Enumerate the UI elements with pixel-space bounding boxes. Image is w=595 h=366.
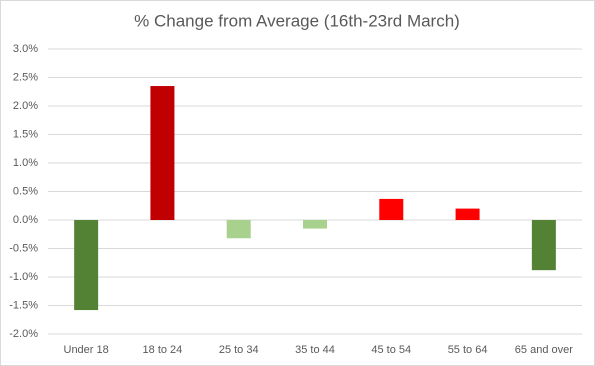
y-tick-label: 0.0% xyxy=(13,214,38,226)
y-tick-label: 0.5% xyxy=(13,185,38,197)
y-tick-label: 1.0% xyxy=(13,157,38,169)
x-tick-label: 45 to 54 xyxy=(371,344,411,356)
y-tick-label: -2.0% xyxy=(9,328,38,340)
x-tick-label: 65 and over xyxy=(515,344,573,356)
x-tick-label: 25 to 34 xyxy=(219,344,259,356)
bar xyxy=(150,86,175,220)
chart-title: % Change from Average (16th-23rd March) xyxy=(134,11,460,30)
bar xyxy=(531,220,556,271)
x-tick-label: 55 to 64 xyxy=(448,344,488,356)
y-tick-label: -1.5% xyxy=(9,299,38,311)
y-tick-label: -1.0% xyxy=(9,271,38,283)
x-tick-label: 18 to 24 xyxy=(143,344,183,356)
bar xyxy=(74,220,99,311)
y-tick-label: 1.5% xyxy=(13,128,38,140)
bar xyxy=(226,220,251,239)
bar xyxy=(455,208,480,220)
x-tick-label: 35 to 44 xyxy=(295,344,335,356)
y-tick-label: -0.5% xyxy=(9,242,38,254)
y-tick-label: 2.0% xyxy=(13,100,38,112)
y-tick-label: 3.0% xyxy=(13,43,38,55)
y-tick-label: 2.5% xyxy=(13,71,38,83)
x-tick-label: Under 18 xyxy=(64,344,109,356)
bar xyxy=(303,220,327,229)
bar xyxy=(379,198,404,220)
